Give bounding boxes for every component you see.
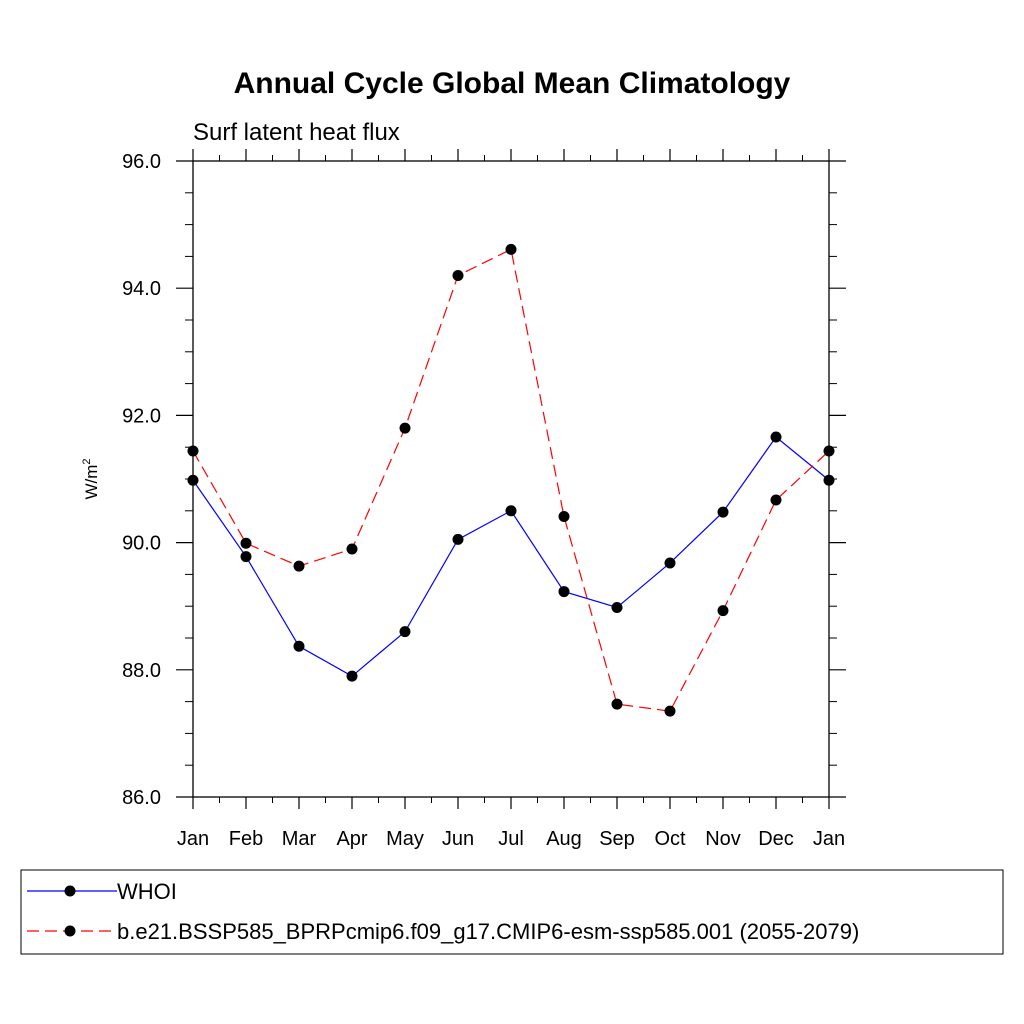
plot-series [187,243,835,717]
x-tick-label: Sep [599,828,635,850]
x-tick-label: Dec [758,828,794,850]
x-tick-label: Jan [813,828,845,850]
legend-marker [64,925,76,937]
data-point [240,537,252,549]
data-point [293,640,305,652]
legend-label: WHOI [117,879,177,904]
chart-subtitle: Surf latent heat flux [193,119,400,146]
y-tick-label: 90.0 [122,533,161,555]
x-tick-label: Jun [442,828,474,850]
x-tick-label: Mar [282,828,317,850]
series-line [192,436,830,677]
plot-axes: Jan Feb Mar Apr May Jun Jul Aug Sep Oct Nov Dec Jan 8… [122,149,846,850]
data-point [240,551,252,563]
y-tick-label: 96.0 [122,151,161,173]
data-point [611,601,623,613]
data-point [293,560,305,572]
y-axis-label-main: W/m [82,465,101,500]
legend-frame [20,869,1004,955]
y-axis-label-superscript: 2 [81,458,93,464]
x-tick-label: Jul [498,828,524,850]
data-point [187,445,199,457]
x-tick-label: Oct [654,828,686,850]
data-point [346,670,358,682]
legend-item-1: WHOI [27,879,177,904]
data-point [399,626,411,638]
data-point [717,605,729,617]
x-tick-label: Nov [705,828,741,850]
data-point [505,243,517,255]
plot-frame [192,160,830,798]
x-tick-label: May [386,828,424,850]
x-tick-label: Feb [229,828,263,850]
legend-marker [64,885,76,897]
series-line [192,248,830,712]
series-1 [187,431,835,682]
legend: WHOI b.e21.BSSP585_BPRPcmip6.f09_g17.CMIP… [20,869,1004,955]
legend-label: b.e21.BSSP585_BPRPcmip6.f09_g17.CMIP6-es… [117,919,859,944]
y-tick-label: 92.0 [122,405,161,427]
y-tick-label: 94.0 [122,278,161,300]
data-point [664,557,676,569]
legend-items: WHOI b.e21.BSSP585_BPRPcmip6.f09_g17.CMIP… [27,879,859,944]
data-point [558,511,570,523]
data-point [558,586,570,598]
y-tick-label: 86.0 [122,787,161,809]
data-point [770,431,782,443]
data-point [770,494,782,506]
data-point [452,533,464,545]
x-tick-label: Jan [177,828,209,850]
legend-item-2: b.e21.BSSP585_BPRPcmip6.f09_g17.CMIP6-es… [27,919,859,944]
data-point [611,698,623,710]
chart-title: Annual Cycle Global Mean Climatology [234,67,791,100]
data-point [399,422,411,434]
x-tick-label: Aug [546,828,582,850]
series-2 [187,243,835,717]
data-point [823,445,835,457]
x-tick-label: Apr [336,828,367,850]
data-point [187,474,199,486]
data-point [346,543,358,555]
data-point [823,474,835,486]
data-point [505,505,517,517]
data-point [452,269,464,281]
data-point [664,705,676,717]
y-tick-label: 88.0 [122,660,161,682]
y-axis-label: W/m2 [81,458,101,499]
data-point [717,506,729,518]
